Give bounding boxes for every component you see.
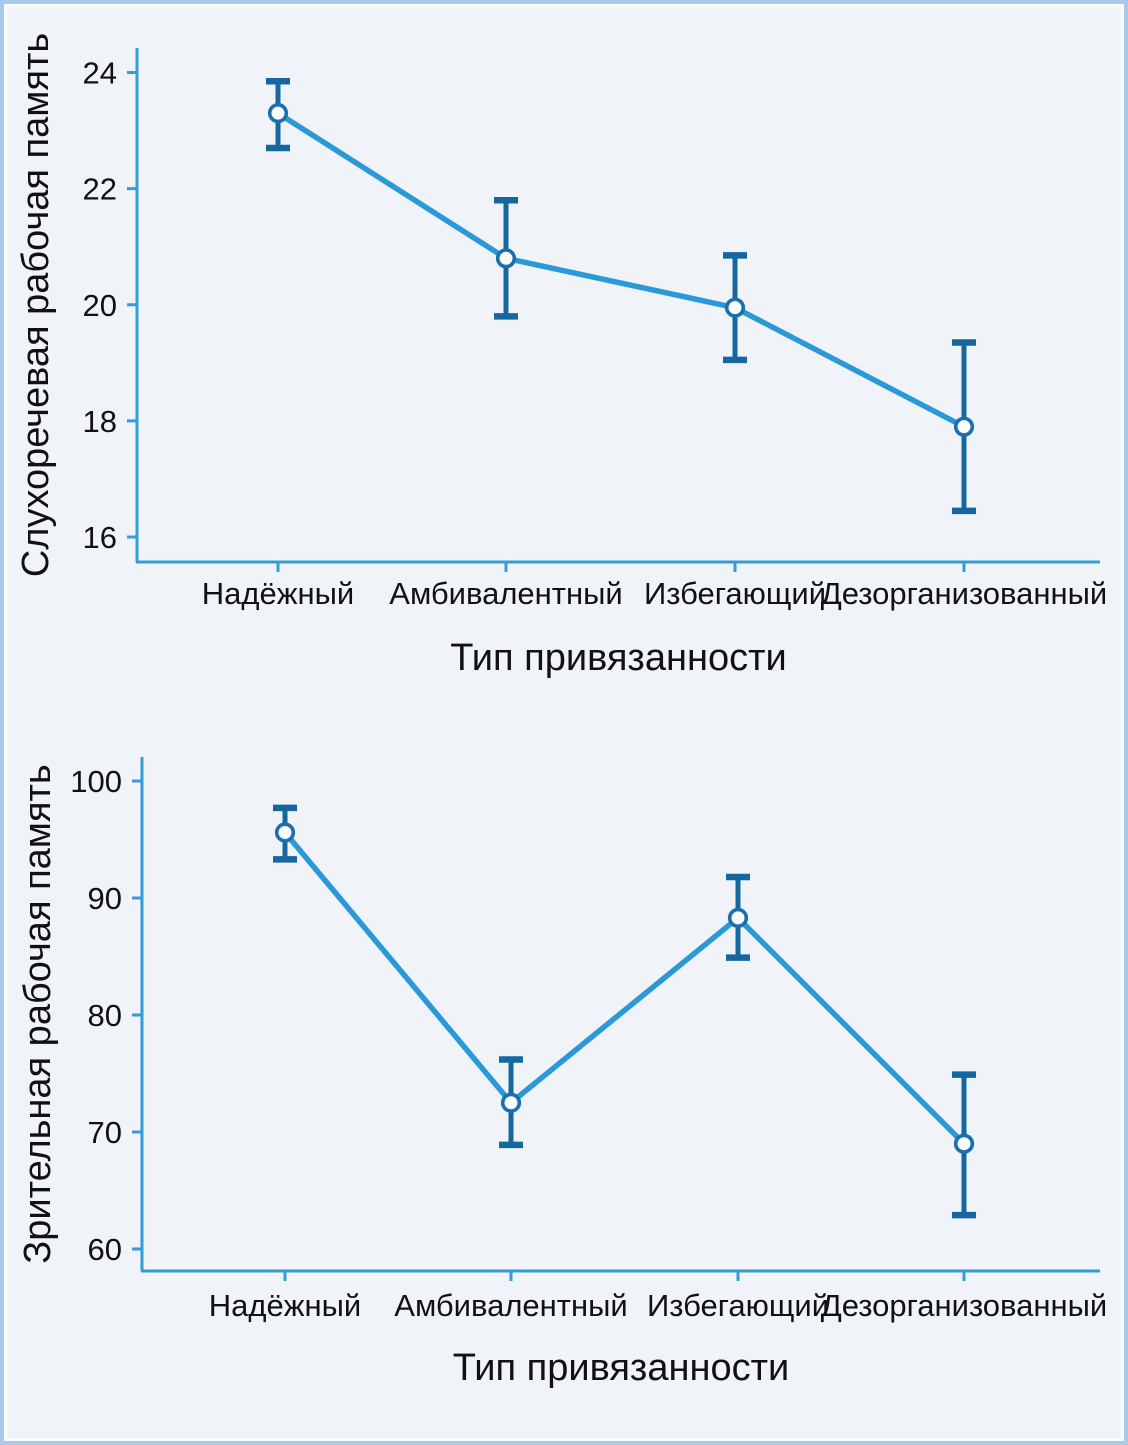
category-label: Амбивалентный xyxy=(394,1288,627,1323)
category-label: Дезорганизованный xyxy=(821,1288,1108,1323)
y-tick-label: 60 xyxy=(88,1232,122,1267)
data-point-marker xyxy=(727,907,749,928)
data-point-marker xyxy=(274,822,296,843)
data-point-marker xyxy=(267,103,289,124)
data-point-marker xyxy=(953,1133,975,1154)
category-label: Надёжный xyxy=(209,1288,361,1323)
category-label: Амбивалентный xyxy=(389,576,622,611)
data-point-marker xyxy=(500,1092,522,1113)
trend-line xyxy=(275,110,967,430)
y-tick-label: 90 xyxy=(88,881,122,916)
category-label: Дезорганизованный xyxy=(821,576,1108,611)
y-tick-label: 70 xyxy=(88,1115,122,1150)
data-point-marker xyxy=(495,248,517,269)
trend-line xyxy=(282,829,967,1147)
y-tick-label: 100 xyxy=(70,764,122,799)
category-label: Избегающий xyxy=(647,1288,829,1323)
y-tick-label: 80 xyxy=(88,998,122,1033)
y-tick-label: 20 xyxy=(83,288,117,323)
y-axis-title: Слухоречевая рабочая память xyxy=(15,33,57,577)
visual-memory-chart: 60 70 80 90 100 Надёжный Амбивалентный Избегающ… xyxy=(17,757,1108,1389)
data-point-marker xyxy=(724,297,746,318)
y-tick-label: 16 xyxy=(83,520,117,555)
y-tick-label: 24 xyxy=(83,56,117,91)
x-axis-title: Тип привязанности xyxy=(453,1347,789,1389)
x-axis-title: Тип привязанности xyxy=(450,637,786,679)
y-axis-title: Зрительная рабочая память xyxy=(17,764,59,1263)
visual-chart-figure: 60 70 80 90 100 Надёжный Амбивалентный Избегающ… xyxy=(4,732,1124,1441)
auditory-chart-figure: 16 18 20 22 24 Надёжный Амбивалентный Избегающи… xyxy=(4,4,1124,732)
y-tick-label: 18 xyxy=(83,404,117,439)
y-tick-label: 22 xyxy=(83,172,117,207)
data-point-marker xyxy=(953,416,975,437)
category-label: Надёжный xyxy=(202,576,354,611)
auditory-memory-chart: 16 18 20 22 24 Надёжный Амбивалентный Избегающи… xyxy=(15,33,1108,679)
category-label: Избегающий xyxy=(644,576,826,611)
